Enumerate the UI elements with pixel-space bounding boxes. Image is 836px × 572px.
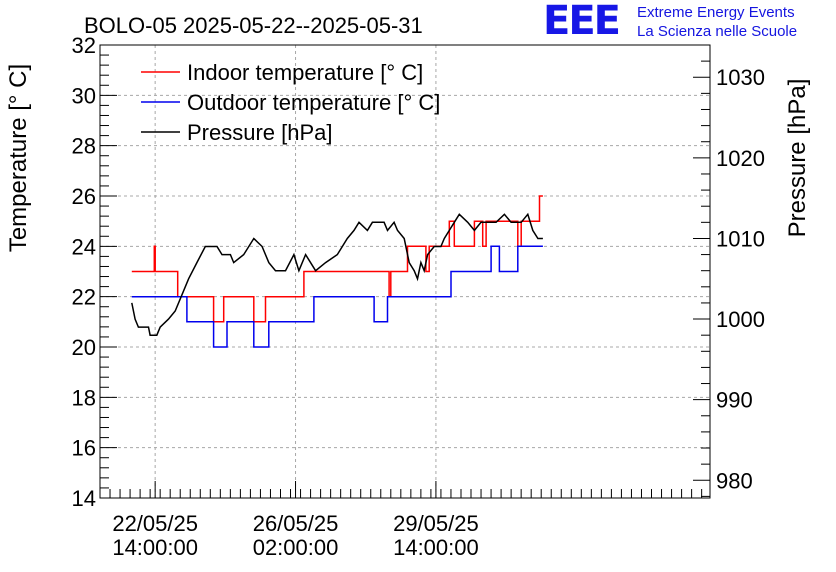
- y-tick-label: 16: [72, 436, 96, 461]
- y-tick-label: 30: [72, 83, 96, 108]
- legend: Indoor temperature [° C] Outdoor temperat…: [141, 60, 440, 145]
- y2-tick-label: 980: [716, 468, 753, 493]
- org-name-line1: Extreme Energy Events: [637, 4, 795, 21]
- y2-tick-label: 990: [716, 388, 753, 413]
- plot-frame: [99, 44, 711, 499]
- series-lines: [131, 195, 543, 348]
- x-tick-label-date: 22/05/25: [112, 511, 198, 536]
- series-line-pressure: [131, 212, 543, 336]
- org-name-line2: La Scienza nelle Scuole: [637, 23, 798, 40]
- y-tick-label: 18: [72, 385, 96, 410]
- x-tick-label-time: 02:00:00: [253, 535, 339, 560]
- y-tick-label: 28: [72, 134, 96, 159]
- y-tick-label: 26: [72, 184, 96, 209]
- series-line-indoor: [131, 195, 543, 323]
- chart-title: BOLO-05 2025-05-22--2025-05-31: [84, 13, 423, 38]
- legend-label: Outdoor temperature [° C]: [187, 90, 440, 115]
- y2-axis-title: Pressure [hPa]: [784, 79, 811, 238]
- x-tick-label-date: 29/05/25: [393, 511, 479, 536]
- y-tick-label: 20: [72, 335, 96, 360]
- y-tick-label: 32: [72, 33, 96, 58]
- y2-tick-label: 1030: [716, 65, 765, 90]
- x-tick-label-date: 26/05/25: [253, 511, 339, 536]
- axes: 14 16 18 20 22 24 26 28 30 32 980 990 1000 1010 1020 10…: [72, 33, 765, 560]
- x-tick-label-time: 14:00:00: [112, 535, 198, 560]
- eee-logo: EEE: [543, 0, 621, 44]
- y-tick-label: 24: [72, 234, 96, 259]
- y-tick-label: 14: [72, 486, 96, 511]
- x-tick-label-time: 14:00:00: [393, 535, 479, 560]
- series-line-outdoor: [131, 245, 543, 348]
- legend-label: Pressure [hPa]: [187, 120, 333, 145]
- y-tick-label: 22: [72, 285, 96, 310]
- legend-label: Indoor temperature [° C]: [187, 60, 423, 85]
- y2-tick-label: 1010: [716, 226, 765, 251]
- y-axis-title: Temperature [° C]: [5, 64, 32, 252]
- y2-tick-label: 1020: [716, 146, 765, 171]
- y2-tick-label: 1000: [716, 307, 765, 332]
- org-name: Extreme Energy Events La Scienza nelle S…: [637, 3, 797, 41]
